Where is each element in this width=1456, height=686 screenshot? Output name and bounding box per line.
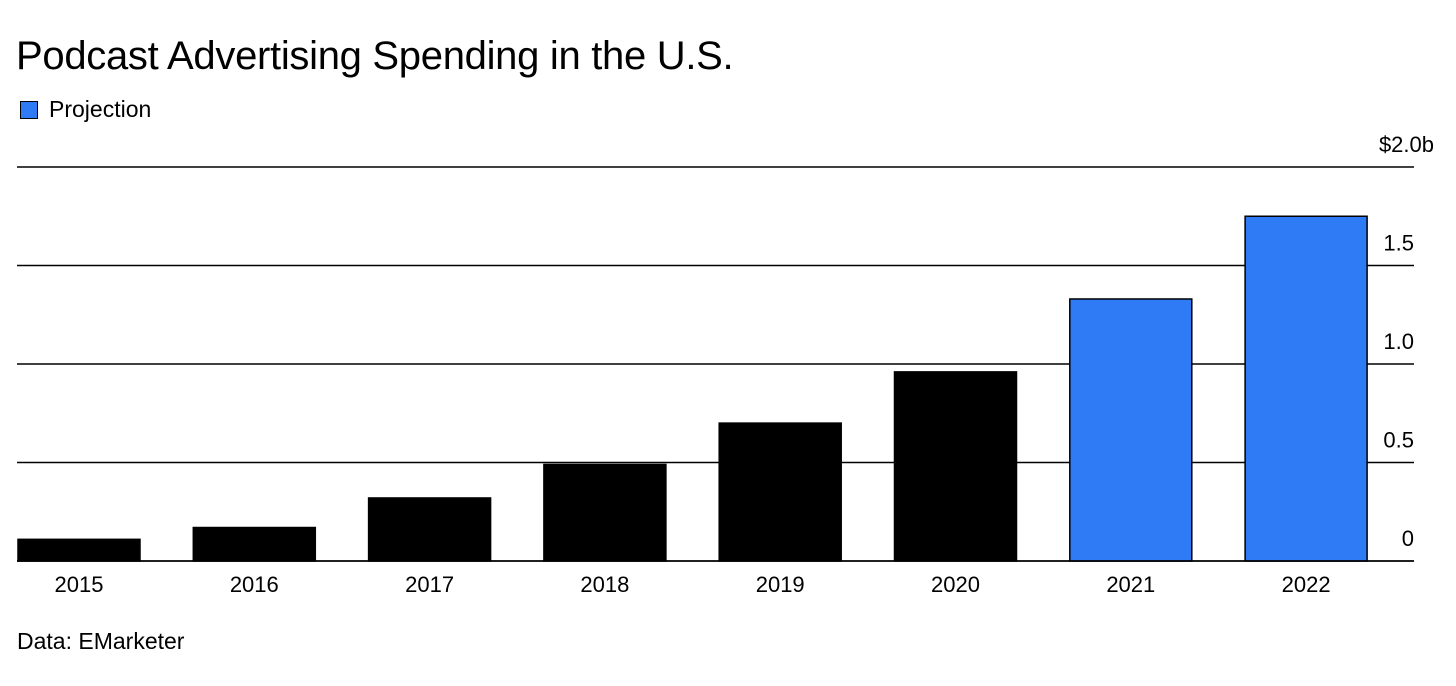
y-tick-label-1: 1.0 [1383, 329, 1414, 354]
y-tick-label-1-5: 1.5 [1383, 231, 1414, 256]
bar-2016 [192, 526, 317, 562]
legend-swatch-projection [20, 100, 38, 119]
y-tick-label-2: $2.0b [1379, 132, 1434, 157]
x-tick-label-2021: 2021 [1106, 572, 1155, 597]
y-tick-label-0-5: 0.5 [1383, 428, 1414, 453]
x-tick-label-2020: 2020 [931, 572, 980, 597]
x-tick-label-2017: 2017 [405, 572, 454, 597]
bar-2021 [1069, 298, 1193, 562]
x-tick-label-2016: 2016 [230, 572, 279, 597]
y-tick-label-0: 0 [1402, 526, 1414, 551]
x-tick-label-2019: 2019 [756, 572, 805, 597]
x-tick-label-2022: 2022 [1282, 572, 1331, 597]
legend: Projection [20, 96, 151, 123]
x-tick-label-2018: 2018 [580, 572, 629, 597]
bar-2017 [367, 497, 492, 562]
bar-2015 [17, 538, 141, 562]
legend-label-projection: Projection [49, 96, 152, 122]
bar-2018 [543, 463, 667, 562]
chart-title: Podcast Advertising Spending in the U.S. [16, 34, 734, 78]
source-note: Data: EMarketer [17, 628, 185, 654]
bar-2020 [893, 371, 1018, 562]
bar-2019 [718, 422, 842, 562]
x-tick-label-2015: 2015 [55, 572, 104, 597]
bar-2022 [1244, 215, 1368, 562]
